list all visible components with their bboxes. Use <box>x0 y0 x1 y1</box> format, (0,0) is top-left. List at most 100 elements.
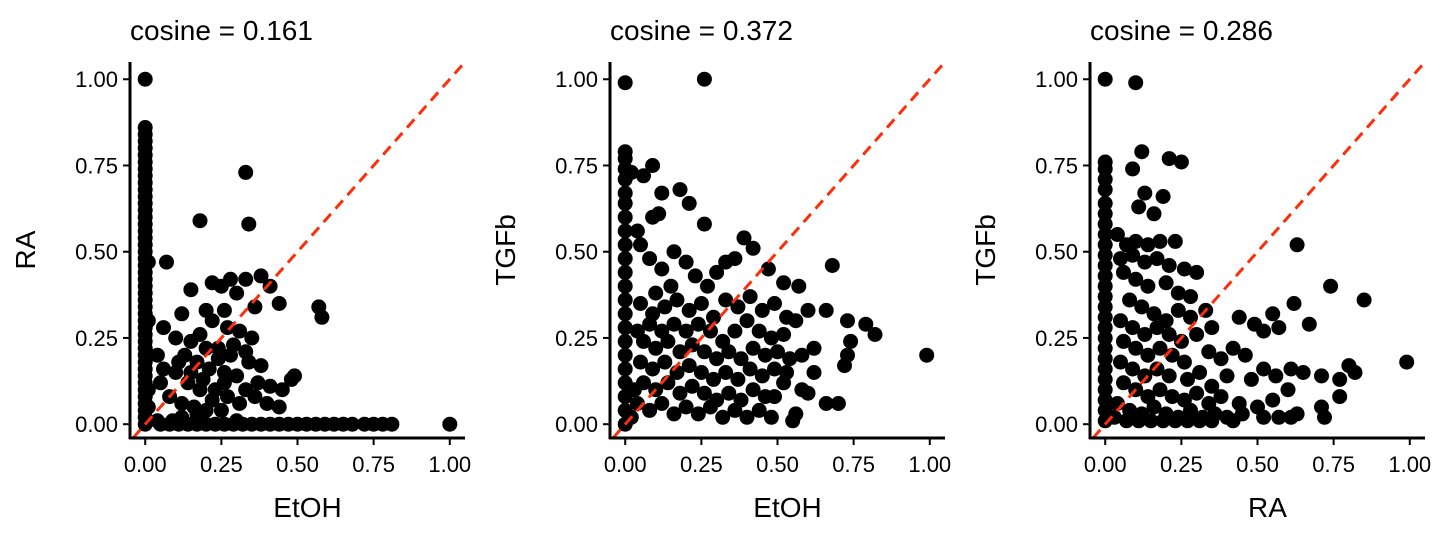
data-point <box>1097 278 1113 294</box>
data-point <box>1131 199 1147 215</box>
data-point <box>1128 233 1144 249</box>
data-point <box>262 278 278 294</box>
data-point <box>1097 247 1113 263</box>
data-point <box>250 375 266 391</box>
data-point <box>149 413 165 429</box>
data-point <box>192 327 208 342</box>
data-point <box>1161 368 1177 384</box>
y-tick-label: 1.00 <box>1035 67 1078 92</box>
panel-2: cosine = 0.372 0.000.00 0.25 0.25 0.50 0.50 0.… <box>490 15 951 523</box>
data-point <box>745 382 761 398</box>
data-point <box>645 361 661 377</box>
data-point <box>626 382 642 398</box>
data-point <box>1155 189 1171 204</box>
data-point <box>1180 413 1195 429</box>
data-point <box>636 168 651 184</box>
data-point <box>663 278 679 294</box>
data-point <box>156 361 171 377</box>
data-point <box>137 71 153 87</box>
data-point <box>824 258 840 273</box>
data-point <box>617 151 633 167</box>
data-point <box>672 182 688 198</box>
data-point <box>1149 361 1165 377</box>
data-point <box>1265 306 1281 322</box>
data-point <box>666 244 682 260</box>
panel-title: cosine = 0.372 <box>610 15 793 46</box>
data-point <box>259 396 275 411</box>
data-point <box>1161 258 1177 273</box>
x-axis-label: EtOH <box>273 492 341 523</box>
data-point <box>767 296 782 311</box>
data-point <box>140 254 156 270</box>
data-point <box>629 223 645 239</box>
data-point <box>1097 71 1113 87</box>
data-point <box>1152 340 1168 356</box>
data-point <box>681 302 697 318</box>
x-tick-label: 0.50 <box>756 452 799 477</box>
data-point <box>1213 389 1229 405</box>
data-point <box>678 254 694 270</box>
data-point <box>1280 382 1296 398</box>
y-tick-label: 0.00 <box>555 412 598 437</box>
data-point <box>174 306 190 322</box>
data-point <box>633 237 648 253</box>
data-point <box>919 347 935 363</box>
data-point <box>617 320 633 336</box>
data-point <box>1122 292 1138 308</box>
data-point <box>189 406 205 422</box>
y-axis-label: TGFb <box>970 214 1001 286</box>
data-point <box>1176 354 1192 370</box>
data-point <box>800 302 816 318</box>
data-point <box>760 261 776 277</box>
data-point <box>1097 206 1113 222</box>
data-point <box>1213 351 1229 367</box>
data-point <box>238 382 254 398</box>
data-point <box>858 316 874 332</box>
data-point <box>153 375 168 391</box>
data-point <box>1204 320 1220 336</box>
data-point <box>1097 227 1113 242</box>
data-point <box>1192 365 1208 380</box>
data-point <box>818 302 834 318</box>
data-point <box>745 240 761 256</box>
data-point <box>617 209 633 225</box>
data-point <box>149 347 165 363</box>
data-point <box>770 344 785 360</box>
data-point <box>617 347 633 363</box>
data-point <box>648 340 664 356</box>
data-point <box>1161 327 1177 342</box>
data-point <box>1204 378 1220 394</box>
data-point <box>840 313 855 329</box>
data-point <box>1137 327 1153 342</box>
data-point <box>220 389 235 405</box>
data-point <box>696 344 712 360</box>
data-point <box>1097 289 1113 305</box>
data-point <box>1189 385 1205 401</box>
identity-line <box>1091 61 1427 439</box>
data-point <box>1097 299 1113 315</box>
data-point <box>262 378 278 394</box>
data-point <box>763 409 779 425</box>
data-point <box>806 340 822 356</box>
data-point <box>238 271 254 287</box>
data-point <box>718 292 734 308</box>
data-point <box>384 416 400 432</box>
data-point <box>1137 254 1153 270</box>
data-point <box>745 340 761 356</box>
data-point <box>1097 195 1113 211</box>
data-point <box>1183 309 1198 325</box>
data-point <box>617 195 633 211</box>
y-tick-label: 0.00 <box>75 412 118 437</box>
data-point <box>1332 371 1348 387</box>
data-point <box>1140 278 1156 294</box>
data-point <box>776 275 792 291</box>
x-tick-label: 0.50 <box>1236 452 1279 477</box>
data-point <box>1158 275 1174 291</box>
data-point <box>247 299 263 315</box>
data-point <box>1286 296 1302 311</box>
panel-3: cosine = 0.286 0.000.00 0.25 0.25 0.50 0.50 0.… <box>970 15 1431 523</box>
data-point <box>633 354 648 370</box>
data-point <box>696 71 712 87</box>
data-point <box>204 313 220 329</box>
data-point <box>1268 368 1284 384</box>
